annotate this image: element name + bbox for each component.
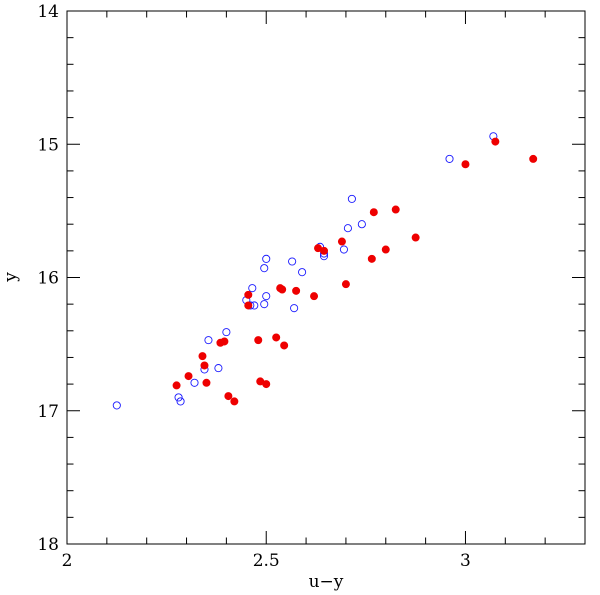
open-circle-point xyxy=(339,245,348,254)
open-circle-point xyxy=(112,401,121,410)
open-circle-point xyxy=(445,154,454,163)
data-points xyxy=(112,132,538,410)
filled-circle-point xyxy=(320,246,329,255)
x-tick-label: 3 xyxy=(460,551,471,571)
open-circle-point xyxy=(260,264,269,273)
filled-circle-point xyxy=(272,333,281,342)
filled-circle-point xyxy=(310,292,319,301)
filled-circle-point xyxy=(411,233,420,242)
y-tick-label: 14 xyxy=(37,2,59,22)
filled-circle-point xyxy=(202,378,211,387)
filled-circle-point xyxy=(391,205,400,214)
filled-circle-point xyxy=(367,254,376,263)
filled-circle-point xyxy=(369,208,378,217)
x-tick-label: 2 xyxy=(62,551,73,571)
filled-circle-point xyxy=(278,285,287,294)
filled-circle-point xyxy=(262,380,271,389)
open-circle-point xyxy=(174,393,183,402)
filled-circle-point xyxy=(200,361,209,370)
open-circle-point xyxy=(262,292,271,301)
filled-circle-point xyxy=(254,336,263,345)
open-circle-point xyxy=(288,257,297,266)
y-axis-label: y xyxy=(1,272,21,283)
filled-circle-point xyxy=(461,160,470,169)
y-tick-label: 17 xyxy=(37,402,59,422)
filled-circle-point xyxy=(292,286,301,295)
open-circle-point xyxy=(357,220,366,229)
open-circle-point xyxy=(260,300,269,309)
filled-circle-point xyxy=(184,372,193,381)
open-circle-point xyxy=(298,268,307,277)
filled-circle-point xyxy=(280,341,289,350)
filled-circle-point xyxy=(244,301,253,310)
filled-circle-point xyxy=(230,397,239,406)
filled-circle-point xyxy=(244,290,253,299)
filled-circle-point xyxy=(220,337,229,346)
y-tick-label: 15 xyxy=(37,135,59,155)
filled-circle-point xyxy=(341,280,350,289)
x-axis-label: u−y xyxy=(309,572,344,592)
x-tick-label: 2.5 xyxy=(253,551,280,571)
open-circle-point xyxy=(248,284,257,293)
filled-circle-point xyxy=(337,237,346,246)
open-circle-point xyxy=(222,328,231,337)
axis-ticks xyxy=(66,10,586,545)
open-circle-point xyxy=(262,254,271,263)
open-circle-point xyxy=(214,364,223,373)
filled-circle-point xyxy=(491,137,500,146)
y-tick-label: 18 xyxy=(37,535,59,555)
filled-circle-point xyxy=(172,381,181,390)
open-circle-point xyxy=(190,378,199,387)
filled-circle-point xyxy=(381,245,390,254)
open-circle-point xyxy=(347,194,356,203)
filled-circle-point xyxy=(529,154,538,163)
plot-frame xyxy=(66,10,586,545)
open-circle-point xyxy=(204,336,213,345)
axis-tick-labels: 2 2.5 3 14 15 16 17 18 xyxy=(37,2,471,571)
filled-circle-point xyxy=(224,392,233,401)
open-circle-point xyxy=(290,304,299,313)
y-tick-label: 16 xyxy=(37,269,59,289)
filled-circle-point xyxy=(198,352,207,361)
open-circle-point xyxy=(176,397,185,406)
open-circle-point xyxy=(343,224,352,233)
